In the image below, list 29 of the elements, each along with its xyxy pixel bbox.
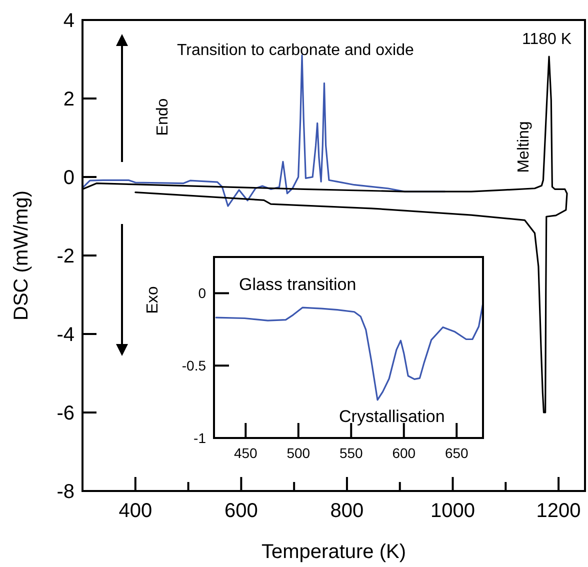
x-tick-label: 550: [339, 445, 364, 461]
y-axis-title: DSC (mW/mg): [10, 190, 32, 320]
annotation: Melting: [516, 121, 533, 173]
y-tick-label: 4: [63, 10, 74, 32]
y-tick-label: -1: [194, 430, 206, 446]
annotation: 1180 K: [522, 31, 572, 48]
y-tick-label: -4: [56, 324, 74, 346]
y-tick-label: 0: [63, 167, 74, 189]
x-tick-label: 1000: [430, 500, 476, 522]
y-tick-label: -0.5: [182, 358, 206, 374]
y-tick-label: -6: [56, 402, 74, 424]
y-tick-label: 0: [198, 285, 206, 302]
x-tick-label: 450: [234, 445, 258, 461]
x-tick-label: 650: [444, 445, 469, 461]
y-tick-label: -8: [56, 481, 74, 503]
x-tick-label: 500: [286, 445, 310, 461]
x-tick-label: 1200: [536, 500, 581, 522]
x-tick-label: 400: [118, 500, 152, 522]
x-tick-label: 600: [392, 445, 416, 461]
y-tick-label: 2: [63, 88, 74, 110]
annotation: Crystallisation: [339, 407, 445, 426]
x-tick-label: 800: [330, 500, 364, 522]
x-tick-label: 600: [224, 500, 258, 522]
annotation: Transition to carbonate and oxide: [177, 42, 414, 59]
annotation: Exo: [144, 286, 162, 314]
annotation: Endo: [154, 98, 172, 136]
annotation: Glass transition: [239, 275, 356, 294]
y-tick-label: -2: [56, 246, 74, 268]
x-axis-title: Temperature (K): [262, 541, 406, 563]
